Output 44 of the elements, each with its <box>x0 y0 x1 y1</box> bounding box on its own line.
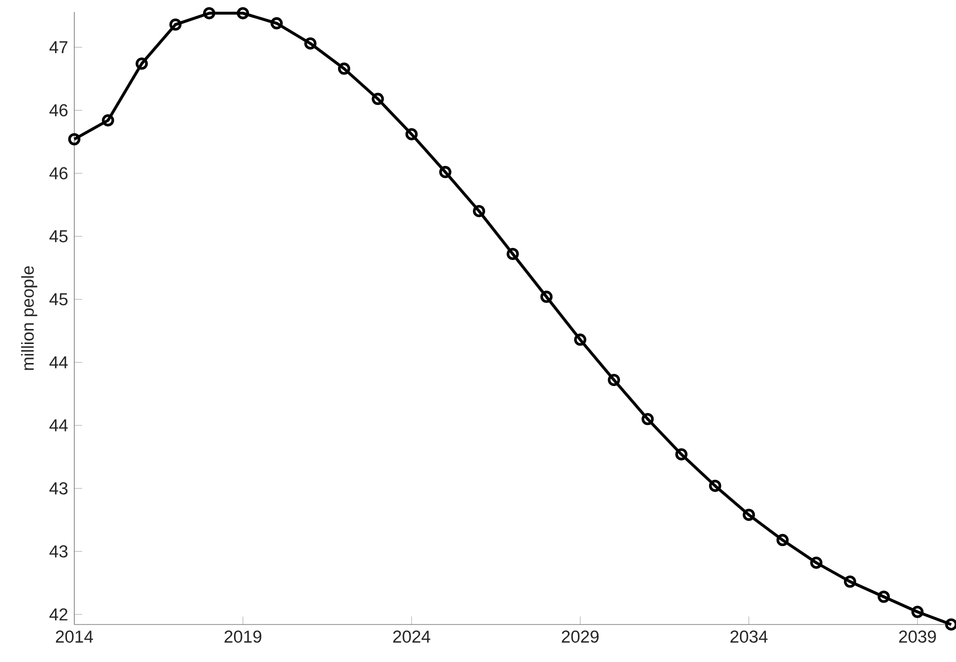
point <box>642 413 654 426</box>
point <box>338 62 350 75</box>
x-tick-label: 2039 <box>899 630 936 643</box>
x-tick-label: 2019 <box>224 630 262 643</box>
point <box>911 606 924 618</box>
point <box>709 480 722 492</box>
point <box>169 18 182 31</box>
point <box>945 618 956 631</box>
y-tick-label: 46 <box>49 167 68 180</box>
point <box>136 58 148 70</box>
point <box>203 7 216 20</box>
y-tick-label: 43 <box>49 545 68 558</box>
point <box>372 92 384 106</box>
y-tick-label: 44 <box>49 356 68 368</box>
y-tick-label: 46 <box>49 104 68 117</box>
point <box>506 248 519 260</box>
point <box>304 38 316 50</box>
point <box>405 128 418 140</box>
point <box>68 133 80 146</box>
y-tick-label: 44 <box>49 420 68 432</box>
x-tick-label: 2029 <box>562 630 599 643</box>
point <box>574 334 586 346</box>
point <box>439 166 452 178</box>
y-tick-label: 47 <box>49 41 68 54</box>
point <box>472 205 486 218</box>
point <box>540 290 553 304</box>
y-tick-label: 43 <box>49 482 68 495</box>
x-tick-label: 2034 <box>730 630 768 643</box>
point <box>878 590 890 604</box>
point <box>270 17 283 30</box>
x-tick-label: 2024 <box>393 630 430 643</box>
point <box>810 556 822 569</box>
point <box>776 534 789 546</box>
y-axis-title: million people <box>21 266 38 370</box>
y-tick-label: 45 <box>49 293 68 306</box>
y-tick-label: 45 <box>49 230 68 242</box>
y-tick-label: 42 <box>49 608 68 621</box>
point <box>675 448 688 461</box>
x-tick-label: 2014 <box>56 630 93 643</box>
point <box>608 374 620 386</box>
point <box>102 114 114 127</box>
point <box>742 508 755 522</box>
point <box>844 576 856 588</box>
point <box>236 7 250 20</box>
